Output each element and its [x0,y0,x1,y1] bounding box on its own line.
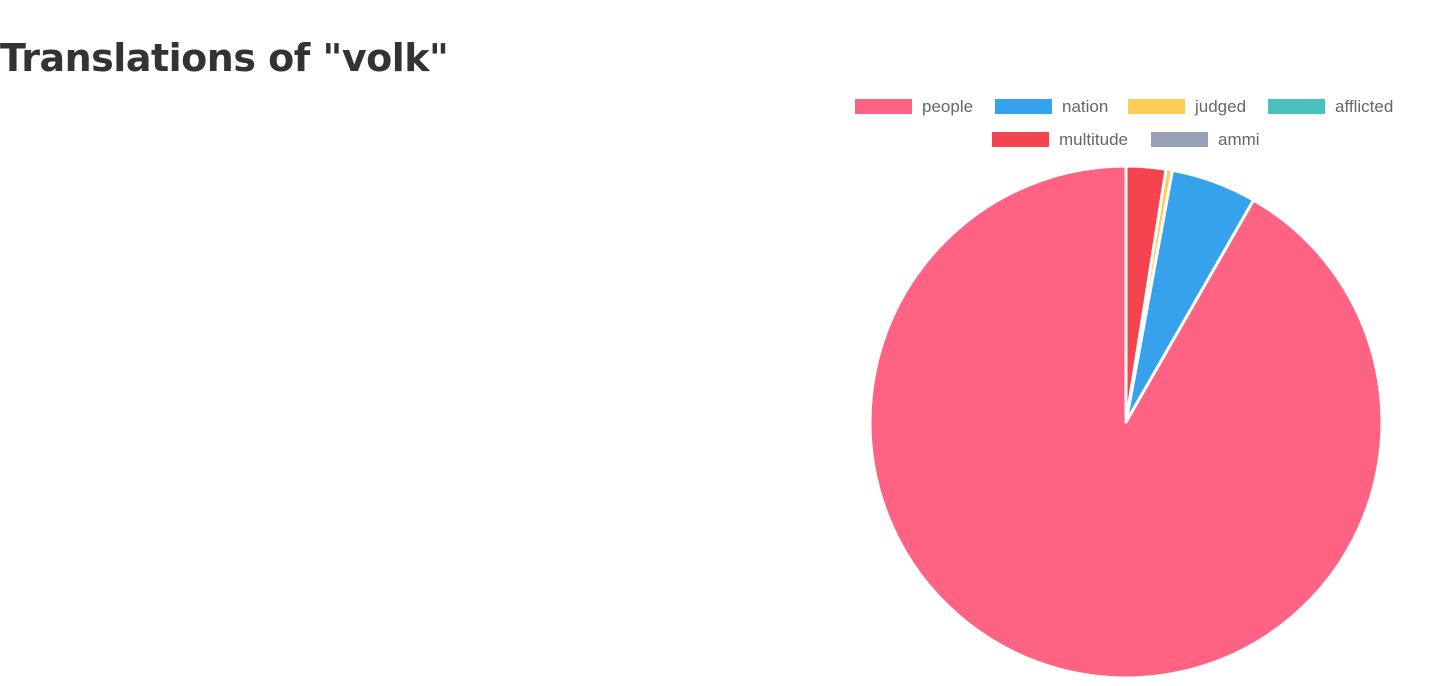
legend-swatch-ammi [1151,132,1208,147]
chart-legend: people nation judged afflicted multitude ammi [855,97,1393,149]
legend-swatch-nation [995,99,1052,114]
legend-item-people[interactable]: people [855,97,973,116]
legend-item-judged[interactable]: judged [1128,97,1246,116]
legend-swatch-judged [1128,99,1185,114]
legend-label-afflicted: afflicted [1335,97,1393,116]
pie-slice-people[interactable] [868,164,1384,680]
legend-item-multitude[interactable]: multitude [992,130,1128,149]
legend-label-people: people [922,97,973,116]
legend-label-nation: nation [1062,97,1108,116]
legend-item-nation[interactable]: nation [995,97,1108,116]
pie-slice-multitude[interactable] [1124,164,1168,424]
legend-swatch-afflicted [1268,99,1325,114]
pie-slices [868,164,1384,680]
page-title: Translations of "volk" [0,36,449,80]
legend-item-afflicted[interactable]: afflicted [1268,97,1393,116]
legend-label-judged: judged [1194,97,1246,116]
legend-label-multitude: multitude [1059,130,1128,149]
legend-label-ammi: ammi [1218,130,1260,149]
legend-swatch-people [855,99,912,114]
legend-item-ammi[interactable]: ammi [1151,130,1260,149]
legend-swatch-multitude [992,132,1049,147]
